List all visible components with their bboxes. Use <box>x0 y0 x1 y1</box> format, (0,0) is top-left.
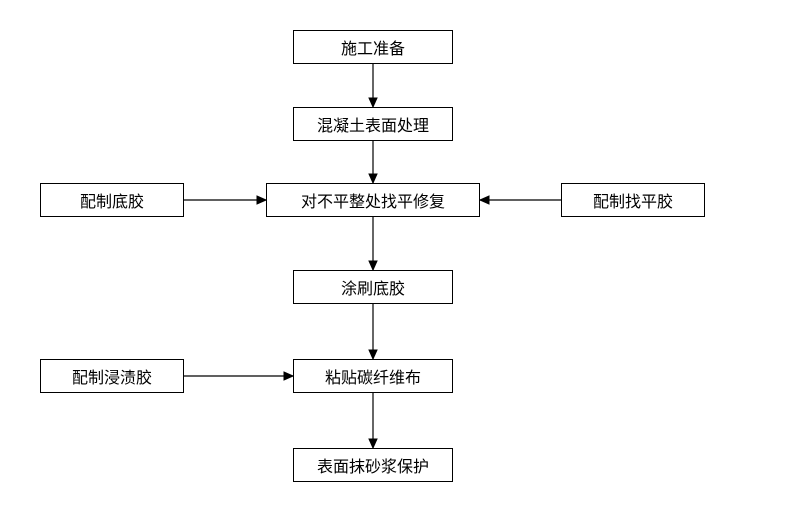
flowchart-node-label: 对不平整处找平修复 <box>301 188 445 212</box>
flowchart-node-n4: 涂刷底胶 <box>293 270 453 304</box>
flowchart-node-label: 粘贴碳纤维布 <box>325 364 421 388</box>
flowchart-node-n2: 混凝土表面处理 <box>293 107 453 141</box>
flowchart-node-n5: 粘贴碳纤维布 <box>293 359 453 393</box>
flowchart-node-label: 表面抹砂浆保护 <box>317 453 429 477</box>
flowchart-node-label: 配制底胶 <box>80 188 144 212</box>
flowchart-node-label: 施工准备 <box>341 35 405 59</box>
flowchart-node-n6: 表面抹砂浆保护 <box>293 448 453 482</box>
flowchart-node-label: 配制找平胶 <box>593 188 673 212</box>
flowchart-node-s2: 配制找平胶 <box>561 183 705 217</box>
flowchart-node-s1: 配制底胶 <box>40 183 184 217</box>
flowchart-node-s3: 配制浸渍胶 <box>40 359 184 393</box>
flowchart-node-n1: 施工准备 <box>293 30 453 64</box>
flowchart-node-n3: 对不平整处找平修复 <box>266 183 480 217</box>
flowchart-node-label: 配制浸渍胶 <box>72 364 152 388</box>
flowchart-node-label: 混凝土表面处理 <box>317 112 429 136</box>
flowchart-node-label: 涂刷底胶 <box>341 275 405 299</box>
